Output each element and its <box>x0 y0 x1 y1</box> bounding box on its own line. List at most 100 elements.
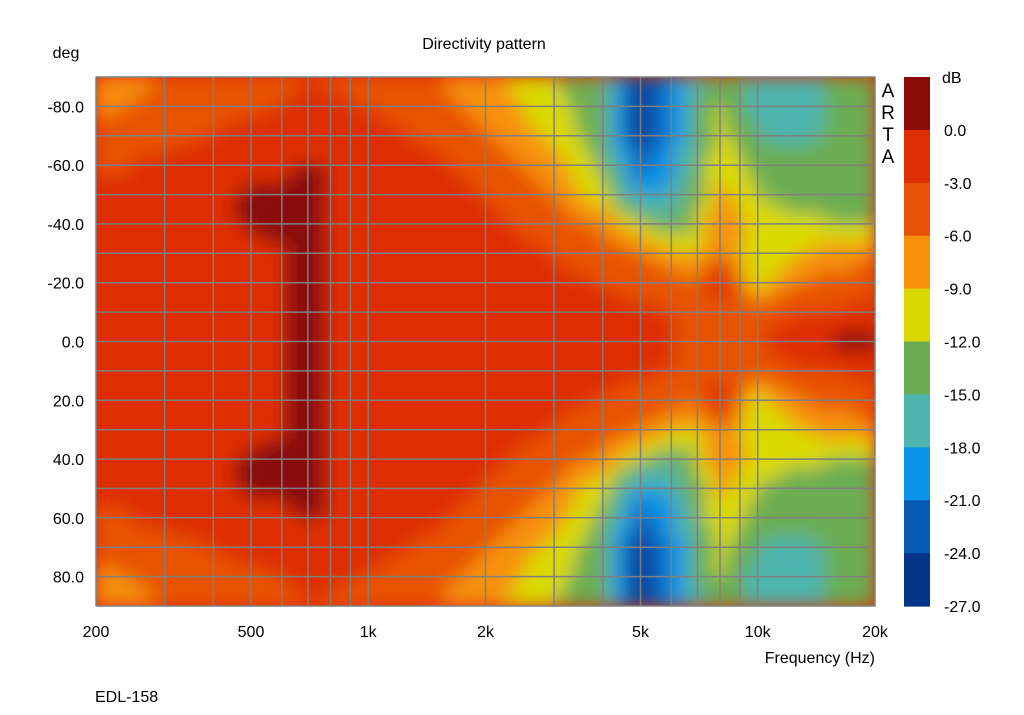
heatmap-cell <box>624 409 636 421</box>
heatmap-cell <box>465 272 477 284</box>
heatmap-cell <box>704 389 716 401</box>
heatmap-cell <box>694 468 706 480</box>
heatmap-cell <box>584 517 596 529</box>
heatmap-cell <box>534 184 546 196</box>
heatmap-cell <box>265 566 277 578</box>
heatmap-cell <box>415 203 427 215</box>
heatmap-cell <box>275 233 287 245</box>
heatmap-cell <box>265 233 277 245</box>
heatmap-cell <box>185 380 197 391</box>
heatmap-cell <box>105 301 117 313</box>
heatmap-cell <box>674 301 686 313</box>
heatmap-cell <box>96 135 107 147</box>
heatmap-cell <box>185 429 197 440</box>
heatmap-cell <box>744 203 756 215</box>
heatmap-cell <box>225 399 237 411</box>
heatmap-cell <box>295 566 307 578</box>
heatmap-cell <box>365 213 377 225</box>
heatmap-cell <box>295 438 307 450</box>
heatmap-cell <box>405 174 417 186</box>
heatmap-cell <box>355 419 367 431</box>
heatmap-cell <box>514 350 526 362</box>
heatmap-cell <box>96 184 107 196</box>
heatmap-cell <box>554 341 566 352</box>
heatmap-cell <box>225 419 237 431</box>
heatmap-cell <box>395 77 407 88</box>
heatmap-cell <box>494 233 506 245</box>
heatmap-cell <box>335 135 347 147</box>
heatmap-cell <box>774 350 786 362</box>
heatmap-cell <box>105 174 117 186</box>
heatmap-cell <box>624 233 636 245</box>
heatmap-cell <box>794 448 806 460</box>
heatmap-cell <box>375 311 387 323</box>
heatmap-cell <box>834 282 846 294</box>
heatmap-cell <box>704 487 716 499</box>
heatmap-cell <box>315 154 327 166</box>
heatmap-cell <box>784 546 796 558</box>
heatmap-cell <box>704 409 716 421</box>
heatmap-cell <box>784 438 796 450</box>
heatmap-cell <box>145 233 157 245</box>
heatmap-cell <box>435 321 447 333</box>
heatmap-cell <box>764 311 776 323</box>
heatmap-cell <box>385 145 397 156</box>
heatmap-cell <box>335 536 347 548</box>
heatmap-cell <box>395 145 407 156</box>
heatmap-cell <box>534 145 546 156</box>
heatmap-cell <box>415 536 427 548</box>
heatmap-cell <box>365 360 377 372</box>
heatmap-cell <box>305 478 317 489</box>
heatmap-cell <box>455 370 467 382</box>
heatmap-cell <box>554 321 566 333</box>
heatmap-cell <box>275 595 287 606</box>
heatmap-cell <box>225 311 237 323</box>
heatmap-cell <box>514 370 526 382</box>
heatmap-cell <box>604 262 616 274</box>
heatmap-cell <box>285 497 297 509</box>
heatmap-cell <box>774 566 786 578</box>
heatmap-cell <box>654 262 666 274</box>
heatmap-cell <box>155 174 167 186</box>
heatmap-cell <box>664 507 676 519</box>
heatmap-cell <box>425 527 437 538</box>
heatmap-cell <box>814 77 826 88</box>
heatmap-cell <box>425 478 437 489</box>
heatmap-cell <box>395 174 407 186</box>
heatmap-cell <box>724 350 736 362</box>
heatmap-cell <box>614 389 626 401</box>
heatmap-cell <box>155 360 167 372</box>
heatmap-cell <box>574 350 586 362</box>
heatmap-cell <box>654 213 666 225</box>
heatmap-cell <box>594 350 606 362</box>
heatmap-cell <box>125 546 137 558</box>
heatmap-cell <box>365 507 377 519</box>
heatmap-cell <box>554 272 566 284</box>
heatmap-cell <box>834 585 846 597</box>
heatmap-cell <box>804 252 816 264</box>
heatmap-cell <box>804 233 816 245</box>
heatmap-cell <box>135 517 147 529</box>
heatmap-cell <box>524 429 536 440</box>
heatmap-cell <box>175 321 187 333</box>
heatmap-cell <box>674 360 686 372</box>
heatmap-cell <box>355 507 367 519</box>
heatmap-cell <box>425 507 437 519</box>
heatmap-cell <box>544 546 556 558</box>
heatmap-cell <box>504 252 516 264</box>
heatmap-cell <box>355 213 367 225</box>
heatmap-cell <box>335 585 347 597</box>
heatmap-cell <box>674 243 686 254</box>
heatmap-cell <box>674 595 686 606</box>
heatmap-cell <box>135 282 147 294</box>
heatmap-cell <box>475 527 486 538</box>
heatmap-cell <box>854 194 866 205</box>
heatmap-cell <box>514 174 526 186</box>
heatmap-cell <box>504 585 516 597</box>
heatmap-cell <box>684 272 696 284</box>
heatmap-cell <box>415 164 427 176</box>
heatmap-cell <box>275 252 287 264</box>
heatmap-cell <box>664 409 676 421</box>
heatmap-cell <box>115 360 127 372</box>
heatmap-cell <box>285 585 297 597</box>
